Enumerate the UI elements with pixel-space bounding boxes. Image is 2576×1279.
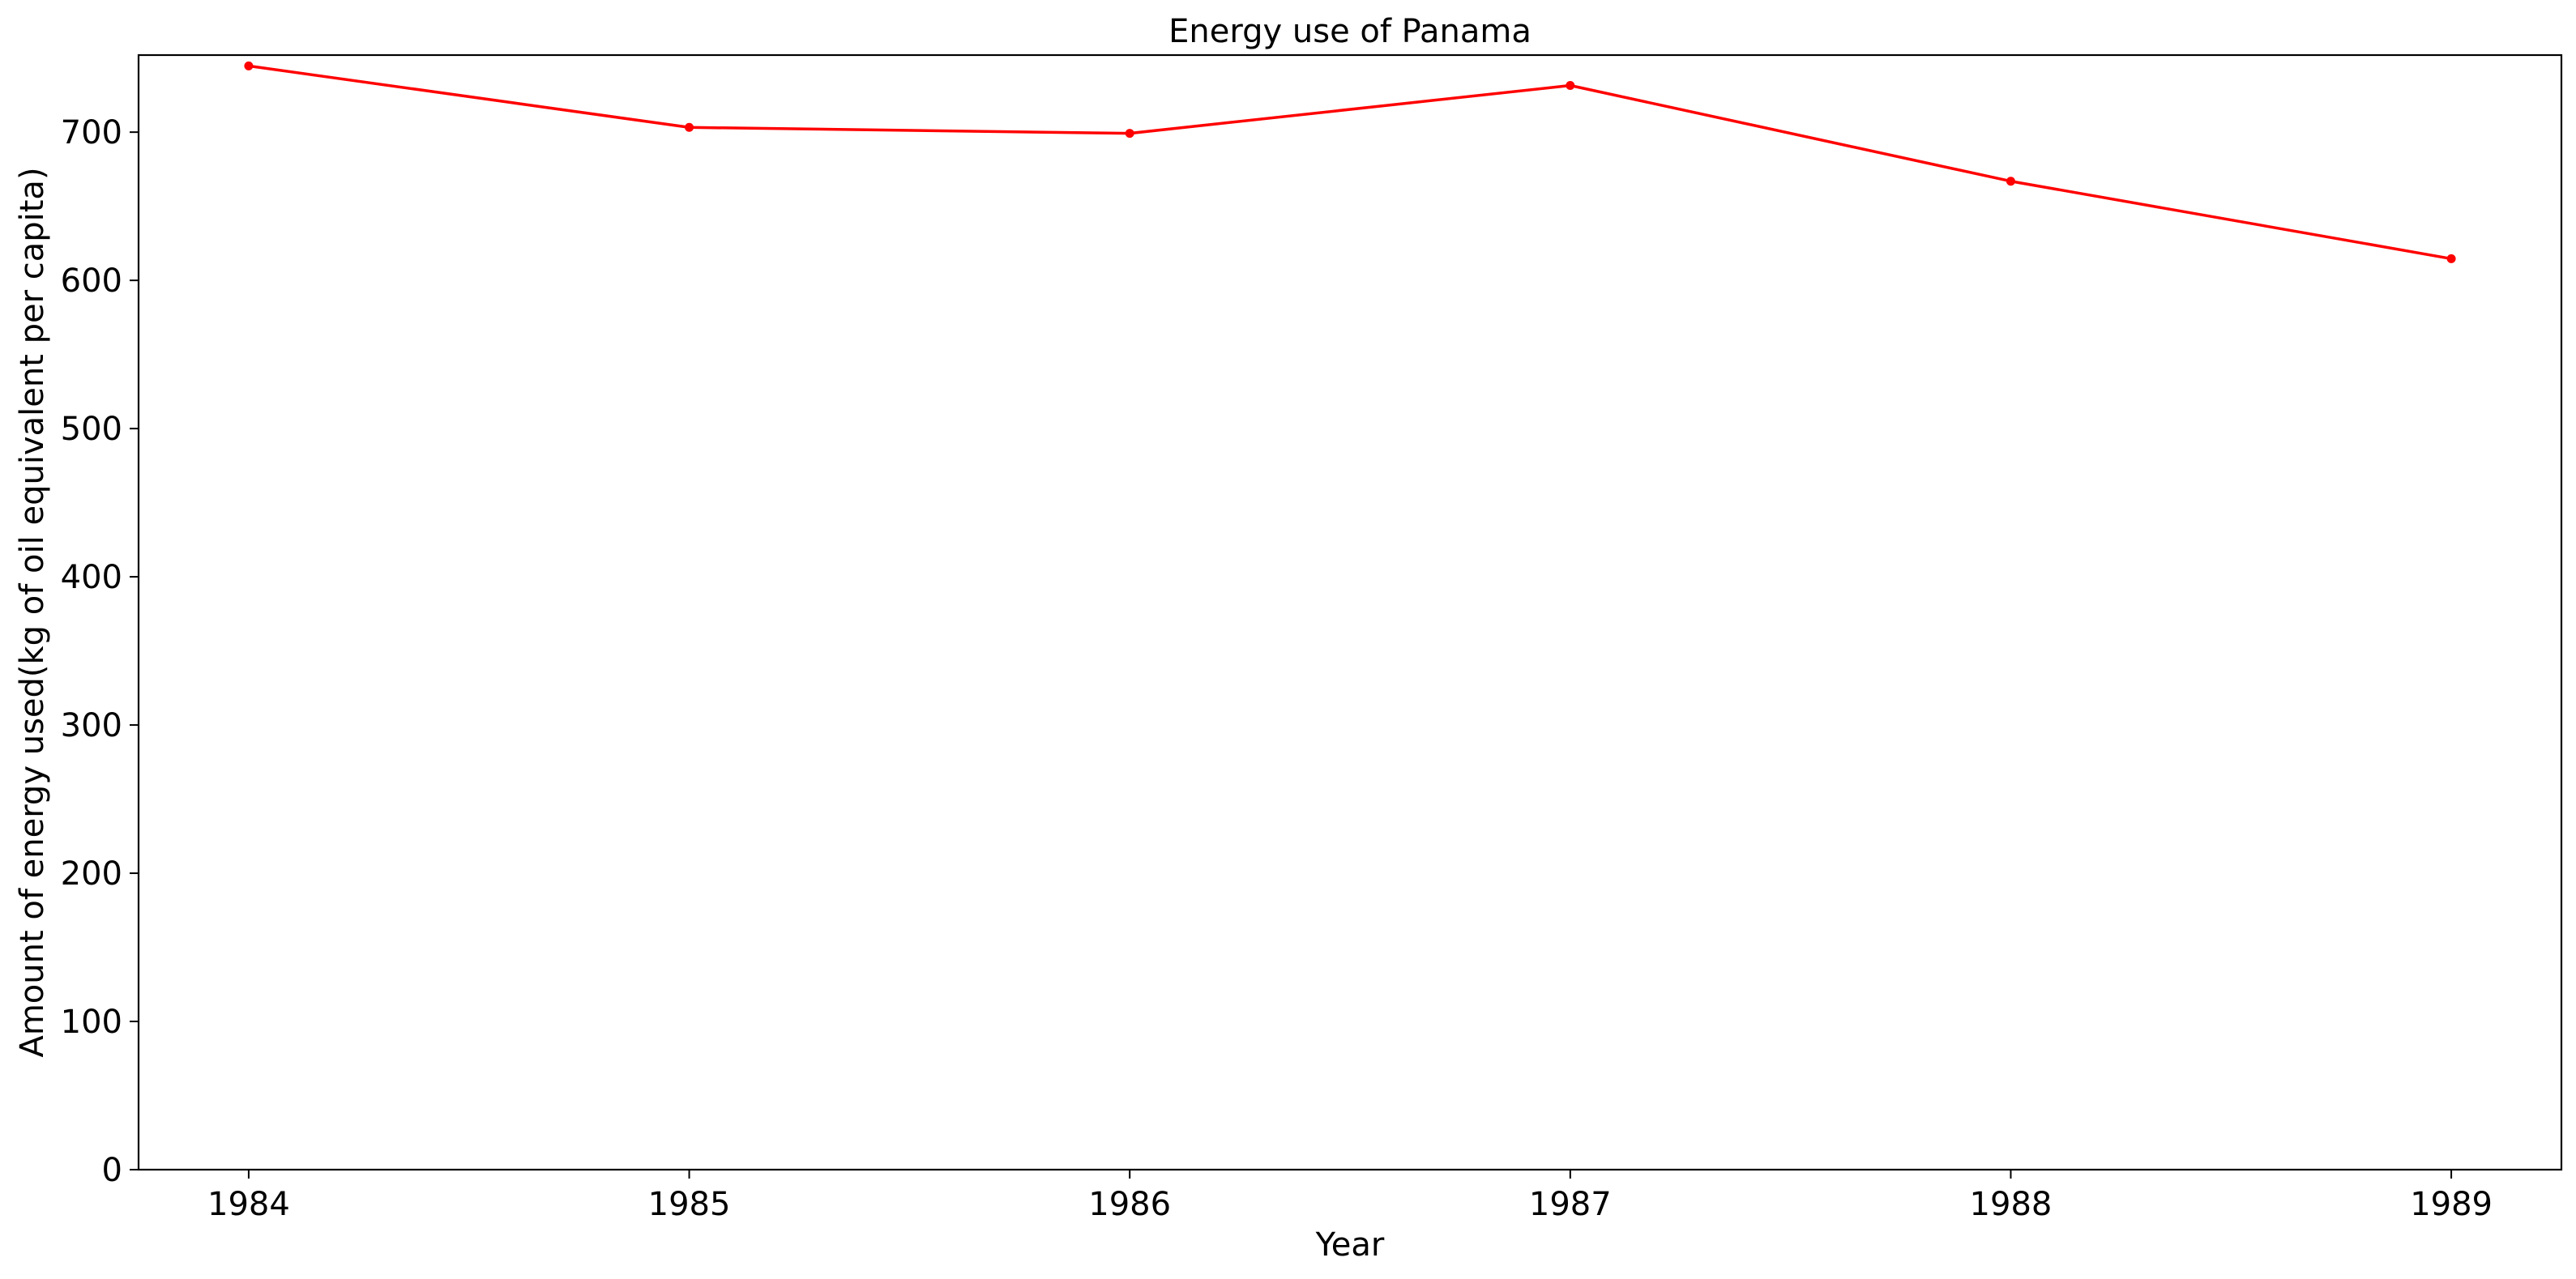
y-axis-title: Amount of energy used(kg of oil equivale… xyxy=(14,167,51,1057)
y-tick-label: 300 xyxy=(61,707,122,744)
data-point xyxy=(2006,177,2015,186)
y-tick-label: 200 xyxy=(61,855,122,893)
y-tick-label: 700 xyxy=(61,114,122,151)
x-tick-label: 1988 xyxy=(1970,1186,2053,1223)
y-tick-label: 0 xyxy=(102,1152,122,1189)
y-tick-label: 500 xyxy=(61,411,122,448)
x-tick-label: 1989 xyxy=(2410,1186,2493,1223)
y-tick-label: 100 xyxy=(61,1004,122,1041)
data-point xyxy=(2446,254,2456,263)
data-point xyxy=(1125,129,1134,139)
y-axis-ticks: 0 100 200 300 400 500 600 700 xyxy=(61,114,139,1189)
data-point xyxy=(244,61,254,70)
series-layer xyxy=(244,61,2456,263)
y-tick-label: 400 xyxy=(61,559,122,596)
x-axis-ticks: 1984 1985 1986 1987 1988 1989 xyxy=(207,1170,2493,1223)
x-tick-label: 1985 xyxy=(648,1186,731,1223)
series-line xyxy=(248,64,2452,261)
plot-frame xyxy=(137,53,2563,1171)
x-tick-label: 1984 xyxy=(207,1186,290,1223)
x-tick-label: 1987 xyxy=(1529,1186,1612,1223)
x-axis-title: Year xyxy=(1315,1226,1385,1264)
y-tick-label: 600 xyxy=(61,262,122,300)
chart-title: Energy use of Panama xyxy=(1168,13,1532,50)
data-point xyxy=(685,122,694,132)
data-point xyxy=(1566,81,1575,91)
x-tick-label: 1986 xyxy=(1088,1186,1171,1223)
